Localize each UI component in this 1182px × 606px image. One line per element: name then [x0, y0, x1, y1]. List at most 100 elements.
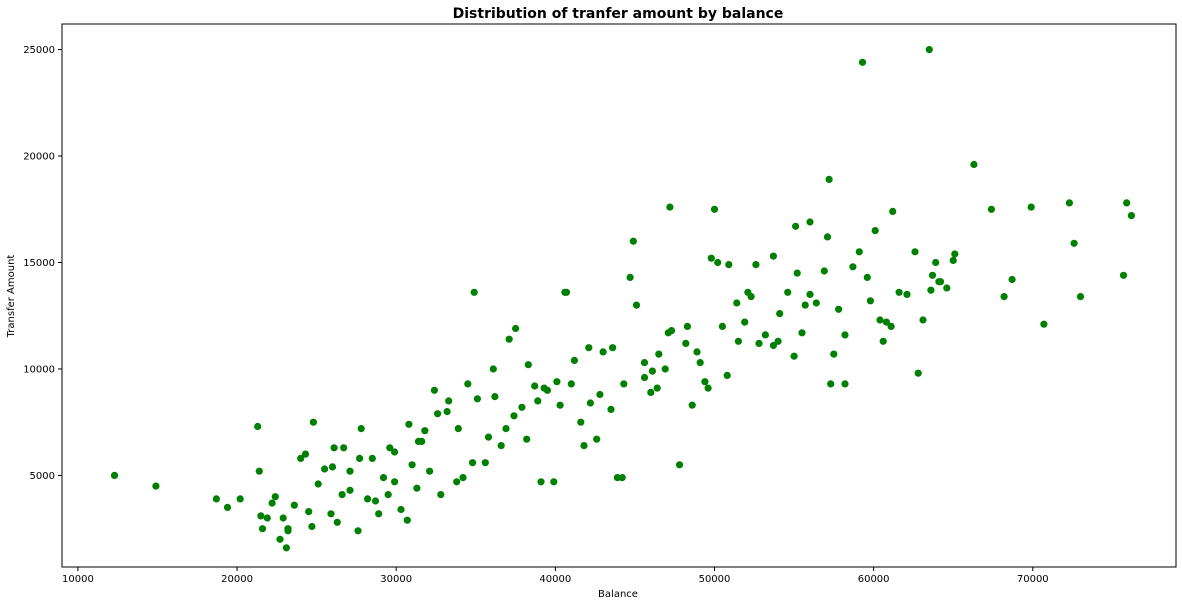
data-point	[1000, 293, 1008, 301]
data-point	[570, 356, 579, 364]
data-point	[301, 450, 310, 458]
data-point	[741, 318, 749, 326]
data-point	[305, 508, 313, 516]
data-point	[354, 527, 362, 535]
data-point	[297, 454, 305, 462]
data-point	[236, 495, 244, 503]
data-point	[327, 510, 335, 518]
data-point	[263, 514, 271, 522]
data-point	[276, 535, 284, 543]
data-point	[812, 299, 820, 307]
data-point	[434, 410, 442, 418]
data-point	[855, 248, 863, 256]
data-points	[110, 46, 1135, 552]
data-point	[340, 444, 348, 452]
data-point	[470, 288, 478, 296]
data-point	[666, 203, 674, 211]
data-point	[426, 467, 434, 475]
data-point	[774, 337, 782, 345]
data-point	[919, 316, 927, 324]
data-point	[443, 408, 451, 416]
data-point	[364, 495, 372, 503]
data-point	[524, 361, 532, 369]
data-point	[430, 386, 438, 394]
data-point	[683, 322, 692, 330]
data-point	[223, 503, 232, 511]
data-point	[405, 420, 413, 428]
data-point	[421, 427, 429, 435]
x-axis-label: Balance	[598, 589, 638, 600]
data-point	[707, 254, 715, 262]
data-point	[970, 160, 978, 169]
axis-ticks: 10000 20000 30000 40000 50000 60000 70000 5000 1…	[23, 45, 1048, 585]
data-point	[823, 233, 832, 241]
data-point	[531, 382, 539, 390]
data-point	[255, 467, 263, 475]
data-point	[258, 525, 267, 533]
data-point	[830, 350, 838, 358]
data-point	[876, 316, 884, 324]
data-point	[391, 478, 399, 486]
data-point	[806, 290, 814, 298]
data-point	[733, 299, 741, 307]
data-point	[858, 58, 867, 66]
data-point	[328, 463, 337, 471]
data-point	[308, 522, 316, 531]
data-point	[914, 369, 922, 377]
data-point	[693, 348, 701, 356]
data-point	[675, 461, 684, 469]
data-point	[951, 250, 959, 258]
data-point	[820, 267, 828, 275]
data-point	[640, 373, 649, 382]
data-point	[357, 425, 365, 433]
data-point	[798, 329, 806, 337]
data-point	[279, 514, 287, 522]
y-axis-label: Transfer Amount	[6, 255, 17, 339]
data-point	[887, 322, 895, 330]
data-point	[664, 329, 672, 337]
data-point	[284, 525, 292, 533]
data-point	[618, 474, 626, 482]
data-point	[212, 495, 220, 503]
data-point	[593, 435, 601, 443]
data-point	[879, 337, 887, 345]
data-point	[437, 491, 445, 499]
data-point	[403, 516, 411, 524]
data-point	[534, 397, 542, 405]
data-point	[755, 339, 763, 347]
data-point	[790, 352, 798, 360]
data-point	[596, 390, 604, 399]
data-point	[927, 286, 935, 294]
data-point	[835, 305, 843, 313]
x-tick-label: 40000	[539, 574, 571, 585]
data-point	[577, 418, 585, 426]
data-point	[445, 397, 453, 405]
data-point	[491, 393, 499, 401]
data-point	[801, 301, 809, 309]
data-point	[414, 437, 423, 445]
data-point	[384, 491, 392, 499]
data-point	[473, 395, 481, 403]
data-point	[469, 459, 477, 467]
data-point	[718, 322, 727, 330]
data-point	[734, 337, 743, 345]
data-point	[661, 365, 669, 373]
data-point	[632, 301, 641, 309]
data-point	[484, 433, 493, 441]
data-point	[375, 510, 383, 518]
data-point	[647, 388, 655, 396]
y-tick-label: 10000	[23, 364, 55, 375]
data-point	[936, 278, 945, 286]
data-point	[453, 478, 461, 486]
data-point	[511, 324, 520, 333]
data-point	[866, 297, 875, 305]
y-tick-label: 15000	[23, 258, 55, 269]
data-point	[696, 359, 704, 367]
data-point	[481, 459, 489, 467]
data-point	[744, 288, 752, 296]
data-point	[704, 384, 712, 392]
data-point	[518, 403, 526, 411]
data-point	[607, 405, 615, 413]
data-point	[257, 512, 265, 520]
